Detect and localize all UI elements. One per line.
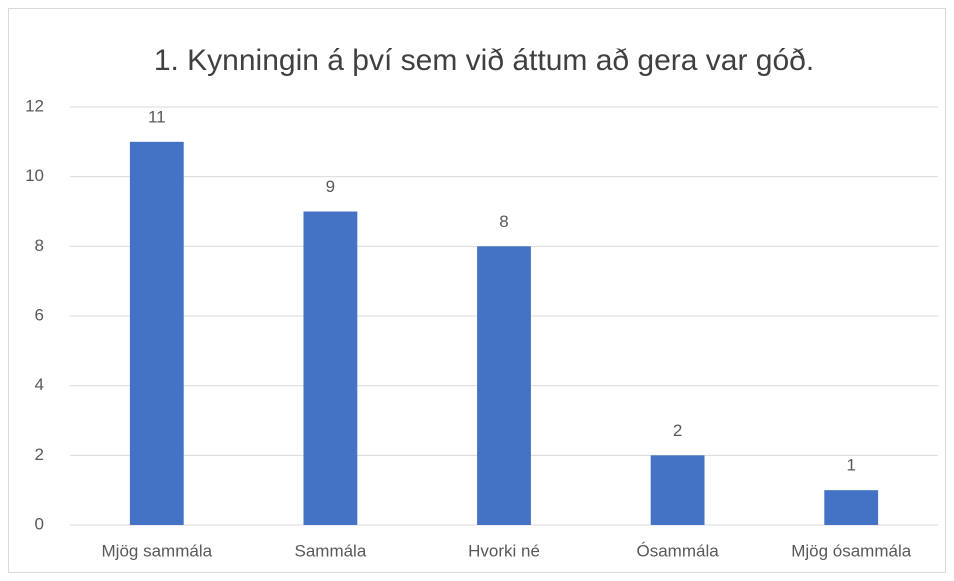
data-label: 11 xyxy=(148,107,166,126)
data-label: 1 xyxy=(846,456,855,475)
bar xyxy=(129,141,184,526)
data-label: 9 xyxy=(326,177,335,196)
x-tick-label: Ósammála xyxy=(637,541,720,560)
bar xyxy=(477,246,531,526)
x-tick-label: Mjög ósammála xyxy=(791,541,912,560)
data-label: 2 xyxy=(673,421,682,440)
bar xyxy=(824,490,879,525)
y-tick-label: 12 xyxy=(25,96,44,115)
y-tick-label: 10 xyxy=(25,166,44,185)
x-tick-label: Hvorki né xyxy=(468,541,540,560)
bar xyxy=(650,455,705,525)
x-tick-label: Mjög sammála xyxy=(102,541,213,560)
bar xyxy=(303,211,358,525)
x-tick-label: Sammála xyxy=(294,541,366,560)
y-tick-label: 6 xyxy=(35,305,44,324)
y-tick-label: 2 xyxy=(35,445,44,464)
data-label: 8 xyxy=(499,212,508,231)
y-tick-label: 0 xyxy=(35,514,44,533)
chart-title: 1. Kynningin á því sem við áttum að gera… xyxy=(154,44,814,77)
y-tick-label: 8 xyxy=(35,236,44,255)
y-tick-label: 4 xyxy=(35,375,44,394)
